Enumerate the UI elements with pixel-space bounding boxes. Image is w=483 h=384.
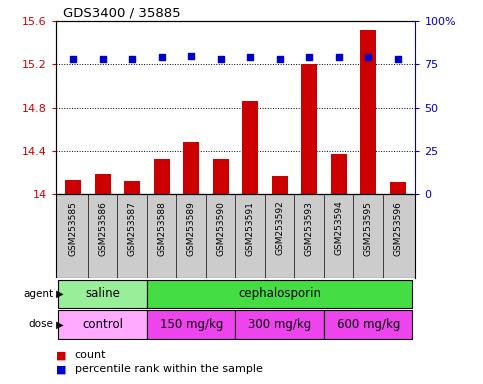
- Point: [246, 55, 254, 61]
- Text: ■: ■: [56, 364, 66, 374]
- Text: GSM253593: GSM253593: [305, 201, 313, 256]
- Text: percentile rank within the sample: percentile rank within the sample: [75, 364, 263, 374]
- FancyBboxPatch shape: [236, 310, 324, 339]
- Point: [158, 55, 166, 61]
- Text: GSM253589: GSM253589: [187, 201, 196, 256]
- Bar: [360, 30, 376, 194]
- Bar: [301, 65, 317, 194]
- Bar: [390, 182, 406, 194]
- FancyBboxPatch shape: [58, 280, 147, 308]
- Text: saline: saline: [85, 287, 120, 300]
- Text: ■: ■: [56, 350, 66, 360]
- Text: ▶: ▶: [53, 319, 64, 329]
- Point: [217, 56, 225, 62]
- Text: GSM253592: GSM253592: [275, 201, 284, 255]
- Text: 300 mg/kg: 300 mg/kg: [248, 318, 312, 331]
- Point: [128, 56, 136, 62]
- Point: [335, 55, 342, 61]
- Text: count: count: [75, 350, 106, 360]
- Text: GDS3400 / 35885: GDS3400 / 35885: [63, 7, 180, 20]
- Bar: [242, 101, 258, 194]
- Bar: [213, 159, 229, 194]
- Bar: [154, 159, 170, 194]
- FancyBboxPatch shape: [147, 310, 236, 339]
- Point: [99, 56, 107, 62]
- Text: GSM253590: GSM253590: [216, 201, 225, 256]
- Text: 150 mg/kg: 150 mg/kg: [159, 318, 223, 331]
- Point: [276, 56, 284, 62]
- Text: GSM253588: GSM253588: [157, 201, 166, 256]
- Point: [187, 53, 195, 59]
- Text: cephalosporin: cephalosporin: [238, 287, 321, 300]
- Point: [364, 55, 372, 61]
- Bar: [124, 181, 141, 194]
- Text: GSM253586: GSM253586: [98, 201, 107, 256]
- Bar: [271, 175, 288, 194]
- Point: [70, 56, 77, 62]
- Text: GSM253596: GSM253596: [393, 201, 402, 256]
- Text: GSM253595: GSM253595: [364, 201, 373, 256]
- FancyBboxPatch shape: [147, 280, 412, 308]
- Bar: [330, 154, 347, 194]
- Text: GSM253594: GSM253594: [334, 201, 343, 255]
- Text: GSM253587: GSM253587: [128, 201, 137, 256]
- FancyBboxPatch shape: [324, 310, 412, 339]
- FancyBboxPatch shape: [58, 310, 147, 339]
- Bar: [65, 180, 81, 194]
- Point: [394, 56, 401, 62]
- Text: GSM253585: GSM253585: [69, 201, 78, 256]
- Bar: [183, 142, 199, 194]
- Bar: [95, 174, 111, 194]
- Text: 600 mg/kg: 600 mg/kg: [337, 318, 400, 331]
- Text: agent: agent: [23, 289, 53, 299]
- Point: [305, 55, 313, 61]
- Text: ▶: ▶: [53, 289, 64, 299]
- Text: dose: dose: [28, 319, 53, 329]
- Text: GSM253591: GSM253591: [246, 201, 255, 256]
- Text: control: control: [82, 318, 123, 331]
